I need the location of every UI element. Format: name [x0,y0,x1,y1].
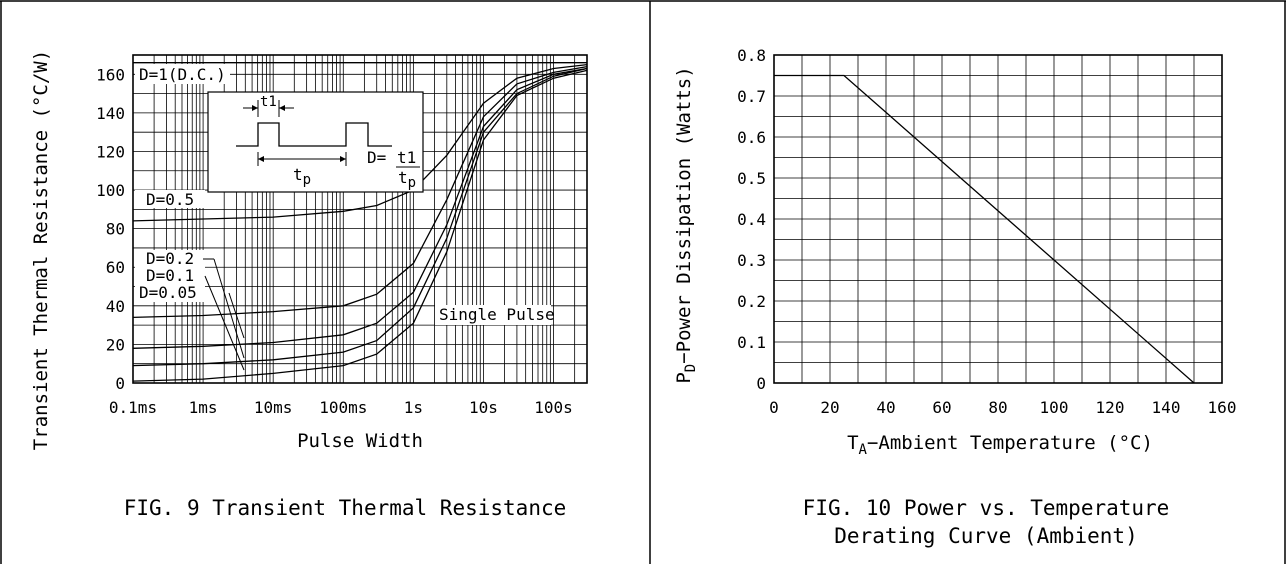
fig10-y-tick-label: 0.2 [737,292,766,311]
t1-arrowhead-left [252,105,258,111]
label-bg-single [435,305,551,325]
fig9-x-tick-label: 10ms [254,398,293,417]
fig10-y-tick-label: 0.3 [737,251,766,270]
fig9-x-tick-label: 100s [534,398,573,417]
fig10-x-tick-label: 160 [1208,398,1237,417]
label-single-pulse: Single Pulse [439,305,555,324]
fig9-series-line [132,65,588,319]
tp-label: tp [293,165,311,188]
fig10-x-tick-label: 20 [820,398,839,417]
label-d01: D=0.1 [146,266,194,285]
fig9-x-tick-label: 0.1ms [109,398,157,417]
fig9-chart: 0 20 40 60 80 100 120 140 160 0.1ms 1ms 10ms 100ms 1… [30,50,588,520]
fig10-plot-frame [773,54,1223,384]
fig9-y-axis-label: Transient Thermal Resistance (°C/W) [30,50,52,450]
label-bg-dsmall [135,250,205,302]
fig10-x-tick-label: 80 [988,398,1007,417]
tp-arrowhead-right [340,156,346,162]
fig9-y-tick-label: 60 [106,258,125,277]
fig10-y-tick-label: 0.8 [737,46,766,65]
fig9-y-tick-label: 120 [96,142,125,161]
fig10-y-tick-label: 0.1 [737,333,766,352]
fig9-series-line [132,67,588,367]
fig10-x-tick-label: 60 [932,398,951,417]
label-d02: D=0.2 [146,249,194,268]
inset-box [207,91,424,193]
duty-formula-denominator: tp [398,168,416,191]
duty-formula-numerator: t1 [397,148,416,167]
fig10-y-tick-label: 0.7 [737,87,766,106]
label-d005: D=0.05 [139,283,197,302]
fig10-y-tick-label: 0 [756,374,766,393]
label-d05: D=0.5 [146,190,194,209]
fig9-x-tick-label: 1ms [189,398,218,417]
leader-d02-diag [213,258,245,359]
fig10-x-axis-label: TA−Ambient Temperature (°C) [847,432,1153,458]
fig10-y-tick-label: 0.4 [737,210,766,229]
fig10-x-tick-label: 40 [876,398,895,417]
fig9-x-axis-label: Pulse Width [297,430,423,452]
fig9-inset: t1 tp D= t1 tp [207,91,424,193]
fig10-y-tick-label: 0.5 [737,169,766,188]
fig9-y-tick-label: 40 [106,297,125,316]
tp-arrowhead-left [258,156,264,162]
fig10-y-tick-label: 0.6 [737,128,766,147]
fig9-series-labels: D=1(D.C.) D=0.5 D=0.2 D=0.1 D=0.05 Singl… [135,64,555,371]
fig9-x-tick-label: 100ms [319,398,367,417]
fig9-y-tick-label: 80 [106,220,125,239]
fig9-x-tick-label: 10s [469,398,498,417]
fig10-caption-line2: Derating Curve (Ambient) [834,524,1137,548]
fig9-y-tick-label: 160 [96,65,125,84]
leader-d01 [204,275,245,371]
label-bg-d1 [135,64,230,84]
leader-d005 [228,292,245,339]
fig9-caption: FIG. 9 Transient Thermal Resistance [124,496,567,520]
fig9-series-line [132,67,588,349]
fig9-curves [132,62,588,382]
fig10-x-ticks: 0 20 40 60 80 100 120 140 160 [769,398,1236,417]
label-bg-d05 [135,190,205,208]
label-d1: D=1(D.C.) [139,65,226,84]
fig9-y-tick-label: 100 [96,181,125,200]
fig10-x-tick-label: 100 [1040,398,1069,417]
fig9-x-ticks: 0.1ms 1ms 10ms 100ms 1s 10s 100s [109,398,573,417]
fig9-y-tick-label: 20 [106,335,125,354]
fig10-derating-curve [774,74,1195,384]
t1-arrowhead-right [279,105,285,111]
fig10-caption-line1: FIG. 10 Power vs. Temperature [803,496,1170,520]
duty-formula-lhs: D= [367,148,386,167]
fig10-x-tick-label: 120 [1096,398,1125,417]
fig10-grid [774,55,1222,383]
fig9-y-tick-label: 140 [96,104,125,123]
fig9-x-tick-label: 1s [404,398,423,417]
fig10-chart: 0 0.1 0.2 0.3 0.4 0.5 0.6 0.7 0.8 0 20 40 60 80 100 12… [673,46,1236,548]
pulse-waveform [236,122,392,147]
fig10-y-ticks: 0 0.1 0.2 0.3 0.4 0.5 0.6 0.7 0.8 [737,46,766,393]
fig10-x-tick-label: 0 [769,398,779,417]
fig10-x-tick-label: 140 [1152,398,1181,417]
fig9-y-tick-label: 0 [115,374,125,393]
fig9-plot-frame [132,54,588,384]
t1-label: t1 [260,94,277,110]
fig10-y-axis-label: PD−Power Dissipation (Watts) [673,66,699,383]
fig9-series-line [132,69,588,382]
fig9-y-ticks: 0 20 40 60 80 100 120 140 160 [96,65,125,393]
